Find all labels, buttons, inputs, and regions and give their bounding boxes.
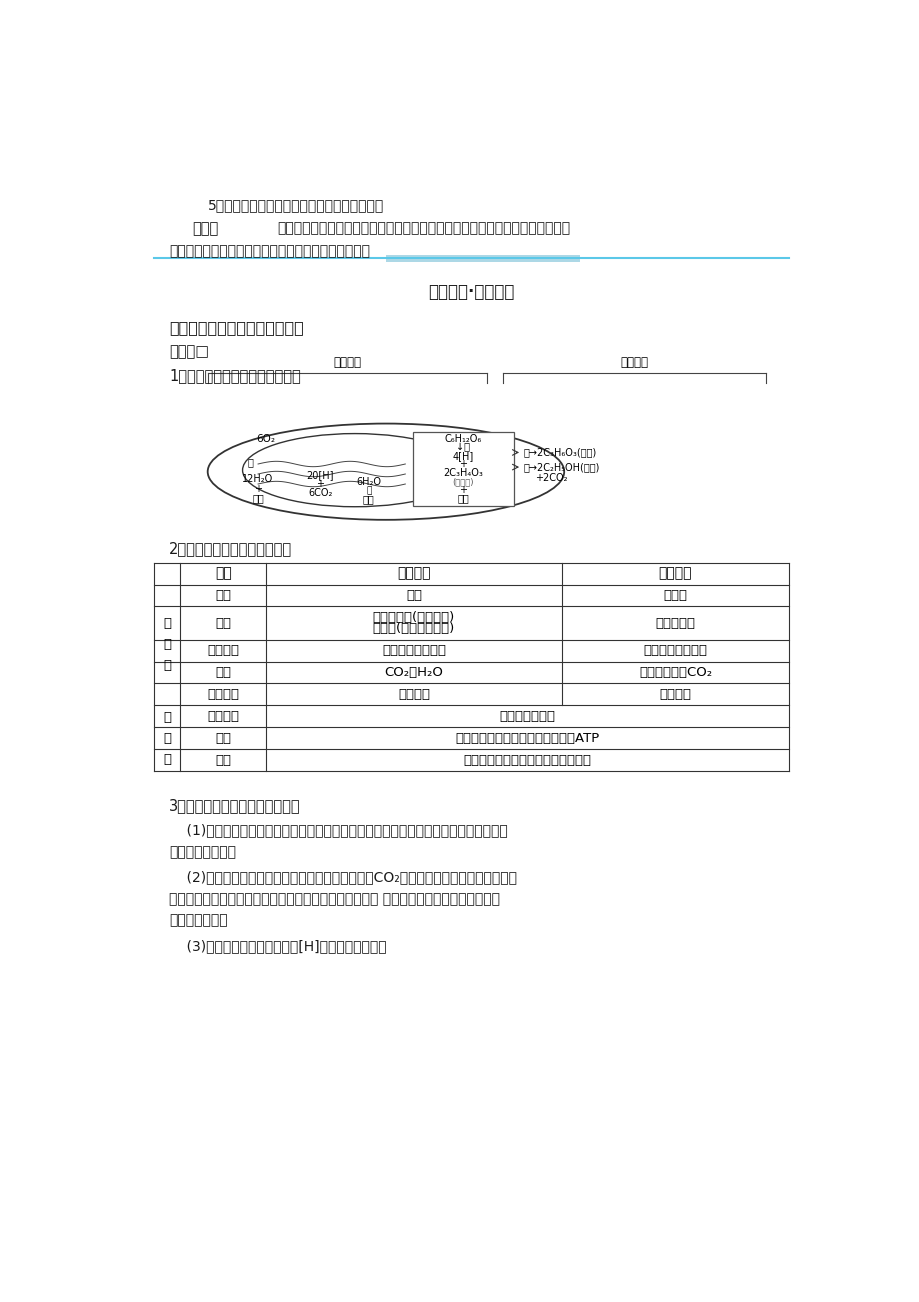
Text: 合成的基因不同。: 合成的基因不同。 [169, 845, 236, 859]
Text: 产物: 产物 [215, 667, 231, 678]
Text: 不
同
点: 不 同 点 [163, 617, 171, 672]
Text: 本质: 本质 [215, 732, 231, 745]
Text: C₆H₁₂O₆: C₆H₁₂O₆ [444, 434, 482, 444]
Text: +: + [254, 483, 262, 493]
Text: 氧化分解有机物，释放能量，生成ATP: 氧化分解有机物，释放能量，生成ATP [455, 732, 599, 745]
Text: 第一阶段从葡萄糖到丙酮酸完全相同: 第一阶段从葡萄糖到丙酮酸完全相同 [463, 754, 591, 767]
Text: 20[H]: 20[H] [306, 470, 334, 479]
Text: 6O₂: 6O₂ [256, 434, 275, 444]
Text: 葡萄糖分解不彻底: 葡萄糖分解不彻底 [642, 644, 707, 658]
Text: 5．有氧呼吸与无氧呼吸最本质的区别是什么？: 5．有氧呼吸与无氧呼吸最本质的区别是什么？ [208, 198, 384, 212]
Text: 有氧呼吸: 有氧呼吸 [397, 566, 430, 581]
Text: 反应条件: 反应条件 [207, 710, 239, 723]
Text: 不需氧: 不需氧 [663, 589, 686, 602]
Text: 底分解，葡萄糖中的能量大部分贮存在酒精或乳酸中。: 底分解，葡萄糖中的能量大部分贮存在酒精或乳酸中。 [169, 245, 369, 259]
Text: +: + [459, 486, 467, 495]
Text: 有氧呼吸: 有氧呼吸 [333, 357, 361, 370]
Text: 4[H]: 4[H] [452, 452, 473, 461]
Text: 需酶和适宜温度: 需酶和适宜温度 [499, 710, 555, 723]
Text: 过程: 过程 [215, 754, 231, 767]
Text: 大量能量: 大量能量 [398, 687, 429, 700]
Text: 细胞质基质(第一阶段): 细胞质基质(第一阶段) [372, 612, 455, 625]
Text: 线粒体(第二、三阶段): 线粒体(第二、三阶段) [372, 621, 455, 634]
Text: 1．有氧呼吸和无氧呼吸过程图解: 1．有氧呼吸和无氧呼吸过程图解 [169, 367, 301, 383]
Text: 3．与无氧呼吸有关的几个易错点: 3．与无氧呼吸有关的几个易错点 [169, 798, 301, 814]
Text: 酶→2C₃H₆O₃(乳酸): 酶→2C₃H₆O₃(乳酸) [523, 448, 596, 457]
Text: (1)不同生物无氧呼吸产物不同是由于催化反应的酶的种类不同，根本原因在于控制酶: (1)不同生物无氧呼吸产物不同是由于催化反应的酶的种类不同，根本原因在于控制酶 [169, 824, 507, 837]
Text: 无氧呼吸: 无氧呼吸 [658, 566, 691, 581]
Text: 提示：: 提示： [192, 221, 219, 237]
Text: 知识点□: 知识点□ [169, 345, 210, 359]
Text: 细胞质基质: 细胞质基质 [654, 617, 695, 629]
Text: 能量: 能量 [457, 493, 469, 504]
Text: 课内探究·名师点睛: 课内探究·名师点睛 [428, 283, 514, 301]
Text: +: + [459, 460, 467, 469]
Text: +: + [316, 479, 323, 490]
Text: 酶: 酶 [366, 487, 371, 496]
Text: 分解程度: 分解程度 [207, 644, 239, 658]
Text: 场所: 场所 [215, 617, 231, 629]
Text: 能量释放: 能量释放 [207, 687, 239, 700]
Text: CO₂、H₂O: CO₂、H₂O [384, 667, 443, 678]
Text: 能量: 能量 [252, 493, 264, 503]
Text: 少量能量: 少量能量 [659, 687, 691, 700]
Text: 6CO₂: 6CO₂ [308, 488, 332, 499]
Text: 需氧: 需氧 [405, 589, 422, 602]
Text: 酶: 酶 [247, 457, 253, 467]
Text: 相
同
点: 相 同 点 [163, 711, 171, 766]
Text: +2CO₂: +2CO₂ [534, 473, 567, 483]
Text: 6H₂O: 6H₂O [356, 478, 381, 487]
Text: 乳酸或酒精和CO₂: 乳酸或酒精和CO₂ [638, 667, 711, 678]
Text: 有氧呼吸有机物彻底氧化分解，葡萄糖中的能量全部释放，无氧呼吸有机物未彻: 有氧呼吸有机物彻底氧化分解，葡萄糖中的能量全部释放，无氧呼吸有机物未彻 [278, 221, 571, 236]
Text: 吸只产生乳酸。: 吸只产生乳酸。 [169, 914, 228, 928]
Text: 米胚、马铃薯块茎、甜菜块根等进行无氧呼吸时产生乳酸 高等动物、人及乳酸菌的无氧呼: 米胚、马铃薯块茎、甜菜块根等进行无氧呼吸时产生乳酸 高等动物、人及乳酸菌的无氧呼 [169, 892, 500, 906]
Text: (2)大多数植物、酵母菌无氧呼吸的产物为酒精和CO₂；有些高等植物的某些器官如玉: (2)大多数植物、酵母菌无氧呼吸的产物为酒精和CO₂；有些高等植物的某些器官如玉 [169, 871, 516, 884]
Text: 12H₂O: 12H₂O [243, 474, 273, 484]
Bar [386, 255, 579, 262]
Text: 能量: 能量 [363, 495, 374, 504]
Text: 条件: 条件 [215, 589, 231, 602]
Text: 酶→2C₂H₅OH(酒精): 酶→2C₂H₅OH(酒精) [523, 462, 599, 473]
Text: (3)无氧呼吸第一阶段产生的[H]用于还原丙酮酸。: (3)无氧呼吸第一阶段产生的[H]用于还原丙酮酸。 [169, 939, 387, 953]
Text: 2．有氧呼吸和无氧呼吸的比较: 2．有氧呼吸和无氧呼吸的比较 [169, 542, 292, 556]
Text: (丙酮酸): (丙酮酸) [452, 478, 473, 486]
Text: 有氧呼吸和无氧呼吸过程的比较: 有氧呼吸和无氧呼吸过程的比较 [169, 320, 303, 335]
Text: ↓酶: ↓酶 [456, 443, 470, 452]
Text: 无氧呼吸: 无氧呼吸 [619, 357, 648, 370]
Bar [413, 432, 513, 506]
Text: 葡萄糖被彻底分解: 葡萄糖被彻底分解 [381, 644, 446, 658]
Text: 项目: 项目 [215, 566, 232, 581]
Text: 2C₃H₄O₃: 2C₃H₄O₃ [443, 469, 482, 478]
